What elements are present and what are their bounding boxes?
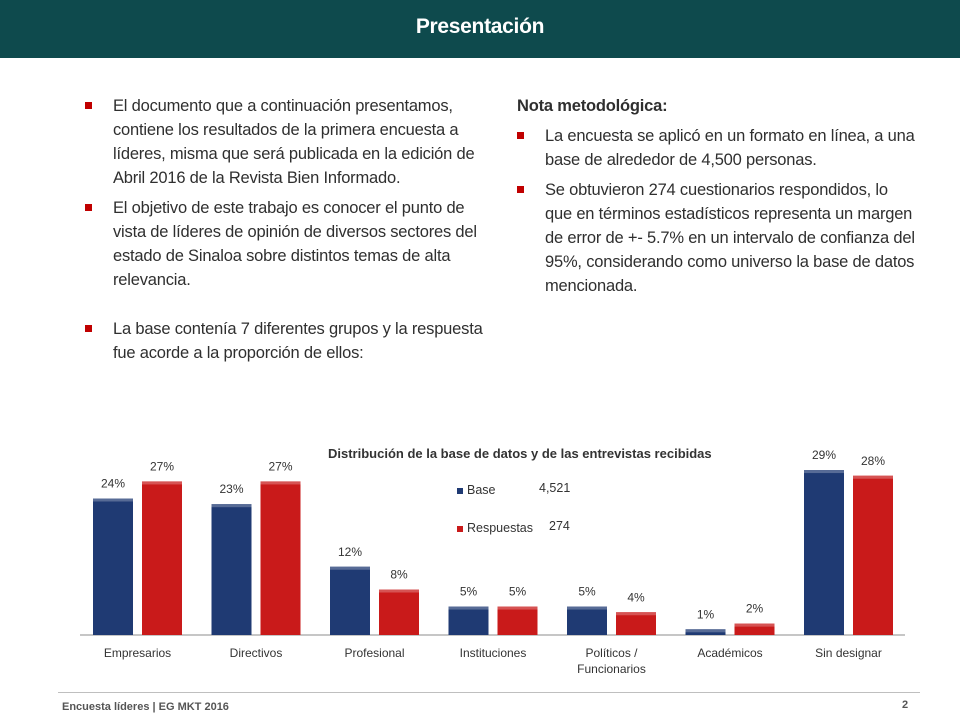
data-label: 8% — [390, 568, 408, 582]
bar-highlight — [260, 481, 301, 485]
bar-highlight — [93, 498, 133, 502]
footer-text: Encuesta líderes | EG MKT 2016 — [62, 701, 229, 713]
category-label: Empresarios — [104, 646, 171, 660]
category-label: Profesional — [344, 646, 404, 660]
legend-label: Respuestas — [467, 521, 533, 535]
chart-title: Distribución de la base de datos y de la… — [328, 446, 712, 461]
slide-title: Presentación — [415, 15, 545, 38]
bullet-square-icon — [85, 204, 92, 211]
data-label: 5% — [509, 585, 527, 599]
bar-highlight — [379, 589, 419, 593]
category-label: Políticos / — [585, 646, 638, 660]
bar-shade — [330, 566, 370, 635]
data-label: 27% — [268, 459, 292, 473]
bullet-square-icon — [85, 325, 92, 332]
bar-highlight — [211, 504, 252, 508]
data-label: 4% — [627, 590, 645, 604]
methodology-title: Nota metodológica: — [517, 97, 668, 115]
bar-shade — [853, 475, 893, 635]
data-label: 2% — [746, 602, 764, 616]
bar-shade — [211, 504, 252, 635]
data-label: 5% — [578, 585, 596, 599]
data-label: 5% — [460, 585, 478, 599]
bullet-text: El objetivo de este trabajo es conocer e… — [113, 199, 477, 289]
bullet-text: El documento que a continuación presenta… — [113, 97, 475, 187]
bar-shade — [93, 498, 133, 635]
bar-highlight — [804, 470, 844, 474]
footer-divider — [58, 692, 920, 693]
page-number: 2 — [902, 699, 909, 711]
title-bar: Presentación — [0, 0, 960, 58]
bar-shade — [616, 612, 656, 635]
bar-shade — [734, 623, 775, 635]
category-label: Sin designar — [815, 646, 882, 660]
bullet-text: La encuesta se aplicó en un formato en l… — [545, 127, 915, 169]
left-text-column: El documento que a continuación presenta… — [85, 94, 485, 371]
bullet-item: El documento que a continuación presenta… — [85, 94, 485, 190]
category-label: Funcionarios — [577, 662, 646, 676]
category-label: Instituciones — [460, 646, 527, 660]
legend-label: Base — [467, 483, 496, 497]
bar-highlight — [734, 623, 775, 627]
bar-highlight — [616, 612, 656, 616]
category-label: Académicos — [697, 646, 762, 660]
data-label: 29% — [812, 448, 836, 462]
bullet-item: La encuesta se aplicó en un formato en l… — [517, 124, 917, 172]
bar-shade — [448, 606, 489, 635]
bullet-square-icon — [517, 132, 524, 139]
bar-highlight — [497, 606, 538, 610]
bar-shade — [142, 481, 182, 635]
bar-highlight — [853, 475, 893, 479]
bar-shade — [685, 629, 726, 635]
data-label: 1% — [697, 607, 715, 621]
bar-shade — [497, 606, 538, 635]
bullet-text: La base contenía 7 diferentes grupos y l… — [113, 320, 483, 362]
bullet-square-icon — [85, 102, 92, 109]
bar-shade — [567, 606, 607, 635]
legend-value: 274 — [549, 519, 570, 533]
data-label: 27% — [150, 459, 174, 473]
bar-highlight — [448, 606, 489, 610]
bar-highlight — [142, 481, 182, 485]
bullet-square-icon — [517, 186, 524, 193]
legend-swatch — [457, 488, 463, 494]
bullet-item: Se obtuvieron 274 cuestionarios respondi… — [517, 178, 917, 298]
bar-highlight — [567, 606, 607, 610]
data-label: 23% — [219, 482, 243, 496]
data-label: 28% — [861, 454, 885, 468]
bar-shade — [379, 589, 419, 635]
bullet-text: Se obtuvieron 274 cuestionarios respondi… — [545, 181, 915, 295]
legend-swatch — [457, 526, 463, 532]
bar-shade — [804, 470, 844, 635]
bar-shade — [260, 481, 301, 635]
data-label: 24% — [101, 477, 125, 491]
bar-highlight — [330, 566, 370, 570]
bullet-item: El objetivo de este trabajo es conocer e… — [85, 196, 485, 292]
right-text-column: Nota metodológica: La encuesta se aplicó… — [517, 94, 917, 304]
category-label: Directivos — [230, 646, 283, 660]
data-label: 12% — [338, 545, 362, 559]
legend-value: 4,521 — [539, 481, 570, 495]
bullet-item: La base contenía 7 diferentes grupos y l… — [85, 317, 485, 365]
bar-highlight — [685, 629, 726, 633]
